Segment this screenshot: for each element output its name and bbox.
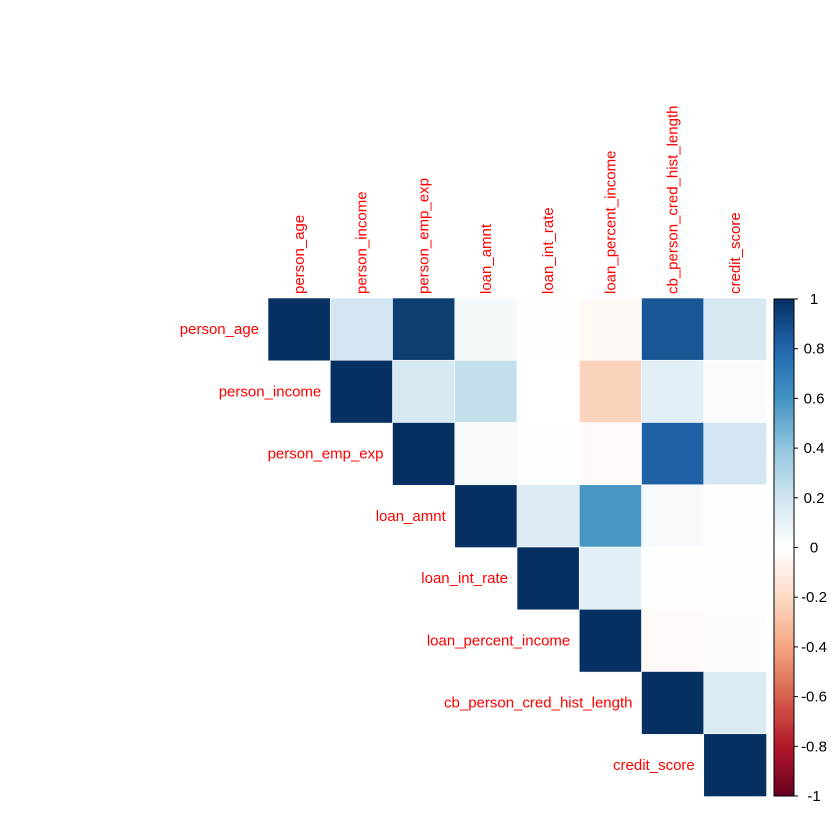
row-labels: person_age person_income person_emp_exploa…	[180, 321, 695, 774]
heatmap-cell	[516, 546, 581, 611]
row-label: loan_percent_income	[427, 632, 570, 649]
row-label: cb_person_cred_hist_length	[444, 695, 632, 712]
heatmap-cell	[703, 671, 767, 735]
colorbar-tick-label: -0.8	[801, 738, 827, 755]
heatmap-cell	[641, 546, 705, 611]
column-label: loan_int_rate	[540, 207, 557, 294]
row-label: person_emp_exp	[268, 446, 384, 463]
column-label: person_age	[291, 215, 308, 294]
colorbar-tick-label: 1	[810, 291, 818, 308]
colorbar-tick-label: 0.6	[804, 390, 825, 407]
colorbar-tick-label: 0.4	[804, 440, 825, 457]
colorbar-tick-label: 0.8	[804, 341, 825, 358]
row-label: loan_int_rate	[421, 570, 508, 587]
heatmap-cell	[703, 422, 767, 486]
heatmap-cell	[578, 297, 643, 362]
heatmap-cell	[516, 422, 581, 486]
column-label: credit_score	[727, 212, 744, 294]
heatmap-cell	[641, 422, 705, 486]
heatmap-cell	[641, 359, 705, 424]
heatmap-cell	[392, 422, 456, 486]
colorbar: 1 0.8 0.6 0.4 0.2 0 -0.2 -0.4 -0.6 -0.8 -1	[773, 291, 827, 805]
heatmap-cell	[454, 484, 518, 548]
heatmap-cell	[578, 484, 643, 548]
colorbar-tick-label: 0	[810, 540, 818, 557]
heatmap-cell	[641, 671, 705, 735]
colorbar-gradient	[773, 298, 795, 797]
heatmap-cell	[578, 608, 643, 673]
heatmap-cell	[641, 297, 705, 362]
colorbar-tick-label: -0.6	[801, 689, 827, 706]
heatmap-cell	[703, 733, 767, 797]
row-label: person_income	[219, 383, 322, 400]
row-label: person_age	[180, 321, 259, 338]
heatmap-cell	[703, 484, 767, 548]
column-label: loan_amnt	[478, 223, 495, 294]
heatmap-cell	[703, 359, 767, 424]
colorbar-tick-label: -1	[807, 788, 820, 805]
row-label: loan_amnt	[376, 508, 447, 525]
colorbar-ticks: 1 0.8 0.6 0.4 0.2 0 -0.2 -0.4 -0.6 -0.8 -1	[794, 291, 827, 805]
heatmap-cell	[454, 359, 518, 424]
heatmap-cell	[329, 359, 394, 424]
heatmap-cell	[578, 546, 643, 611]
colorbar-tick-label: -0.4	[801, 639, 827, 656]
column-label: loan_percent_income	[602, 151, 619, 294]
heatmap-cell	[392, 359, 456, 424]
column-label: cb_person_cred_hist_length	[665, 106, 682, 294]
heatmap-cell	[703, 297, 767, 362]
heatmap-cell	[641, 608, 705, 673]
heatmap-cell	[454, 422, 518, 486]
column-label: person_emp_exp	[416, 178, 433, 294]
heatmap-cell	[454, 297, 518, 362]
heatmap-cell	[267, 297, 332, 362]
column-label: person_income	[353, 191, 370, 294]
heatmap-cell	[641, 484, 705, 548]
colorbar-tick-label: -0.2	[801, 589, 827, 606]
heatmap-cell	[329, 297, 394, 362]
heatmap-cell	[516, 484, 581, 548]
heatmap-cell	[516, 297, 581, 362]
heatmap-cell	[703, 546, 767, 611]
heatmap-cell	[516, 359, 581, 424]
heatmap-cell	[703, 608, 767, 673]
heatmap-cell	[392, 297, 456, 362]
heatmap-cells	[267, 297, 767, 797]
colorbar-tick-label: 0.2	[804, 490, 825, 507]
heatmap-cell	[578, 359, 643, 424]
heatmap-cell	[578, 422, 643, 486]
column-labels: person_age person_income person_emp_exp loa…	[291, 106, 744, 294]
row-label: credit_score	[613, 757, 695, 774]
